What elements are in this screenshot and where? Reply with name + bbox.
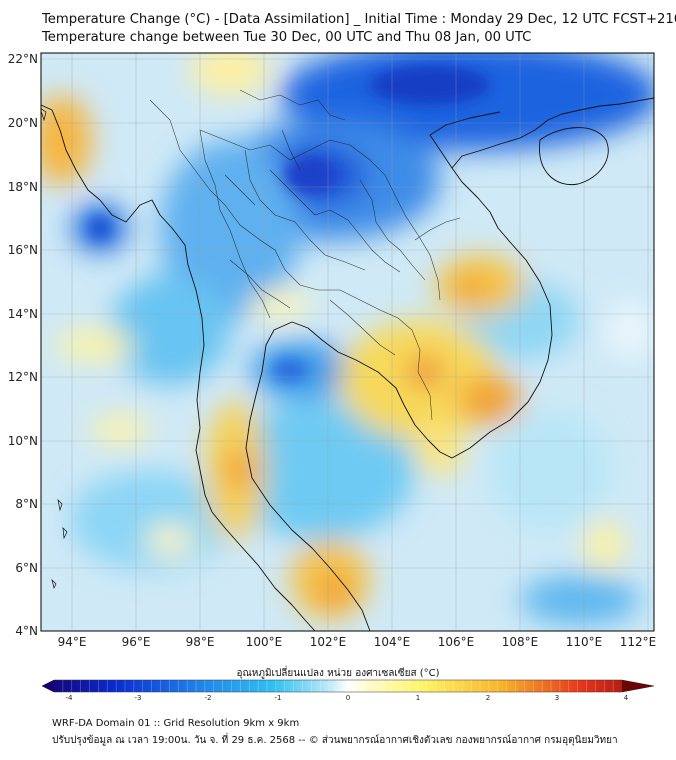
lat-tick-label: 4°N (15, 624, 38, 638)
lon-tick-label: 96°E (122, 635, 151, 649)
colorbar-tick-label: 3 (555, 694, 559, 702)
lon-tick-label: 102°E (310, 635, 347, 649)
colorbar-tick-label: -2 (205, 694, 212, 702)
lon-tick-label: 108°E (502, 635, 539, 649)
colorbar-tick-label: -1 (275, 694, 282, 702)
colorbar-title: อุณหภูมิเปลี่ยนแปลง หน่วย องศาเซลเซียส (… (236, 668, 440, 679)
lon-tick-label: 106°E (438, 635, 475, 649)
borders (149, 89, 461, 421)
lat-axis: 22°N 20°N 18°N 16°N 14°N 12°N 10°N 8°N 6… (8, 52, 38, 638)
lon-tick-label: 104°E (374, 635, 411, 649)
lat-tick-label: 18°N (8, 180, 38, 194)
temperature-field (41, 53, 654, 631)
lat-tick-label: 8°N (15, 497, 38, 511)
lat-tick-label: 6°N (15, 561, 38, 575)
lat-tick-label: 10°N (8, 434, 38, 448)
map-frame (40, 52, 655, 632)
chart-title: Temperature Change (°C) - [Data Assimila… (42, 12, 676, 27)
lat-tick-label: 12°N (8, 370, 38, 384)
lat-tick-label: 22°N (8, 52, 38, 66)
lon-tick-label: 110°E (566, 635, 603, 649)
colorbar-tick-label: -4 (66, 694, 74, 702)
lat-tick-label: 20°N (8, 116, 38, 130)
colorbar-tick-label: 1 (416, 694, 420, 702)
colorbar-tick-label: 0 (346, 694, 350, 702)
gridlines (41, 53, 654, 631)
colorbar-tick-label: 4 (624, 694, 629, 702)
coastlines (41, 97, 654, 631)
lat-tick-label: 14°N (8, 307, 38, 321)
lon-tick-label: 100°E (246, 635, 283, 649)
footer-model-info: WRF-DA Domain 01 :: Grid Resolution 9km … (52, 718, 300, 729)
colorbar: -4 -3 -2 -1 0 1 2 3 4 (41, 679, 655, 702)
lon-axis: 94°E 96°E 98°E 100°E 102°E 104°E 106°E 1… (58, 635, 657, 649)
colorbar-tick-label: -3 (135, 694, 142, 702)
lat-tick-label: 16°N (8, 243, 38, 257)
footer-update-info: ปรับปรุงข้อมูล ณ เวลา 19:00น. วัน จ. ที่… (52, 735, 618, 746)
colorbar-tick-label: 2 (486, 694, 490, 702)
chart-subtitle: Temperature change between Tue 30 Dec, 0… (42, 30, 532, 45)
lon-tick-label: 98°E (186, 635, 215, 649)
lon-tick-label: 112°E (620, 635, 657, 649)
lon-tick-label: 94°E (58, 635, 87, 649)
islands (41, 108, 68, 590)
